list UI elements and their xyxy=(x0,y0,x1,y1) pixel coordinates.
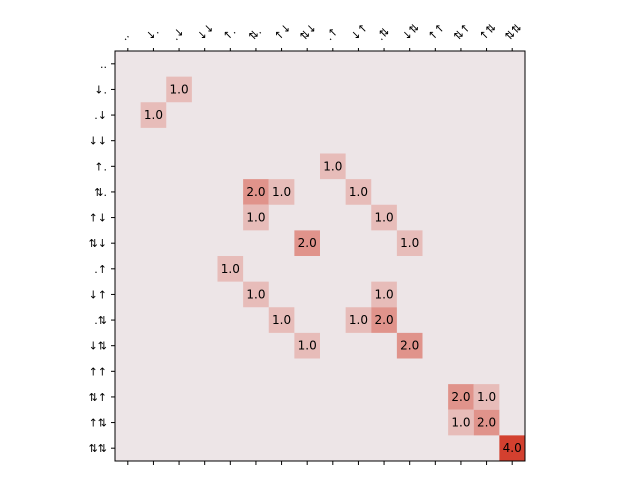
cell-value-label: 1.0 xyxy=(349,313,368,327)
y-axis: .. ↓. .↓ ↓↓ ↑. ⇅. ↑↓ ⇅↓ .↑ ↓↑ .⇅ ↓⇅ ↑↑ ⇅↑ ↑⇅ ⇅⇅ xyxy=(89,58,115,455)
cell-value-label: 2.0 xyxy=(246,185,265,199)
heatmap-cell xyxy=(243,281,269,308)
y-tick-label: ↑↑ xyxy=(89,365,107,378)
heatmap-cell xyxy=(499,435,525,461)
heatmap-cell xyxy=(448,409,474,436)
cell-value-label: 1.0 xyxy=(400,236,419,250)
y-tick-label: ⇅↓ xyxy=(89,237,107,250)
heatmap-cell xyxy=(396,230,423,256)
cell-value-label: 1.0 xyxy=(272,313,291,327)
heatmap-cell xyxy=(320,153,346,180)
heatmap-cell-labels: 1.0 1.0 1.0 2.0 1.0 1.0 1.0 1.0 2.0 1.0 1.0 1.0 1.0 1… xyxy=(144,82,522,455)
heatmap-cell xyxy=(140,102,167,128)
heatmap-cell xyxy=(345,307,372,333)
y-tick-label: .↓ xyxy=(94,109,107,122)
heatmap-cell xyxy=(166,76,192,103)
heatmap-cell xyxy=(243,204,269,231)
heatmap-cell xyxy=(371,281,397,308)
heatmap-cell xyxy=(294,230,320,256)
cell-value-label: 2.0 xyxy=(477,416,496,430)
heatmap-cells xyxy=(140,76,525,461)
heatmap-cell xyxy=(294,332,320,359)
y-tick-label: ↓. xyxy=(94,83,107,96)
y-tick-label: .↑ xyxy=(94,263,107,276)
cell-value-label: 2.0 xyxy=(375,313,394,327)
y-tick-label: ↓↑ xyxy=(89,288,107,301)
heatmap-cell xyxy=(473,384,500,410)
heatmap-cell xyxy=(268,307,295,333)
heatmap-cell xyxy=(345,179,372,205)
y-tick-label: .⇅ xyxy=(94,314,107,327)
cell-value-label: 1.0 xyxy=(375,211,394,225)
cell-value-label: 2.0 xyxy=(400,339,419,353)
heatmap-cell xyxy=(217,256,244,282)
cell-value-label: 1.0 xyxy=(221,262,240,276)
y-tick-label: ↓⇅ xyxy=(89,340,107,353)
cell-value-label: 1.0 xyxy=(323,159,342,173)
cell-value-label: 2.0 xyxy=(298,236,317,250)
heatmap-cell xyxy=(268,179,295,205)
cell-value-label: 1.0 xyxy=(144,108,163,122)
plot-frame xyxy=(114,50,526,462)
y-tick-label: ↑⇅ xyxy=(89,417,107,430)
cell-value-label: 2.0 xyxy=(451,390,470,404)
cell-value-label: 1.0 xyxy=(246,287,265,301)
heatmap-cell xyxy=(448,384,474,410)
cell-value-label: 1.0 xyxy=(477,390,496,404)
cell-value-label: 1.0 xyxy=(298,339,317,353)
y-tick-label: ↑. xyxy=(94,160,107,173)
y-tick-label: ↓↓ xyxy=(89,135,107,148)
cell-value-label: 1.0 xyxy=(170,82,189,96)
cell-value-label: 1.0 xyxy=(451,416,470,430)
cell-value-label: 1.0 xyxy=(349,185,368,199)
heatmap-cell xyxy=(371,307,397,333)
cell-value-label: 4.0 xyxy=(503,441,522,455)
y-tick-label: ⇅⇅ xyxy=(89,442,107,455)
cell-value-label: 1.0 xyxy=(246,211,265,225)
heatmap-cell xyxy=(473,409,500,436)
y-tick-label: ↑↓ xyxy=(89,212,107,225)
heatmap-cell xyxy=(396,332,423,359)
heatmap-cell xyxy=(371,204,397,231)
heatmap-cell xyxy=(243,179,269,205)
cell-value-label: 1.0 xyxy=(375,287,394,301)
cell-value-label: 1.0 xyxy=(272,185,291,199)
y-tick-label: ⇅. xyxy=(94,186,107,199)
y-tick-label: .. xyxy=(100,58,107,71)
y-tick-label: ⇅↑ xyxy=(89,391,107,404)
